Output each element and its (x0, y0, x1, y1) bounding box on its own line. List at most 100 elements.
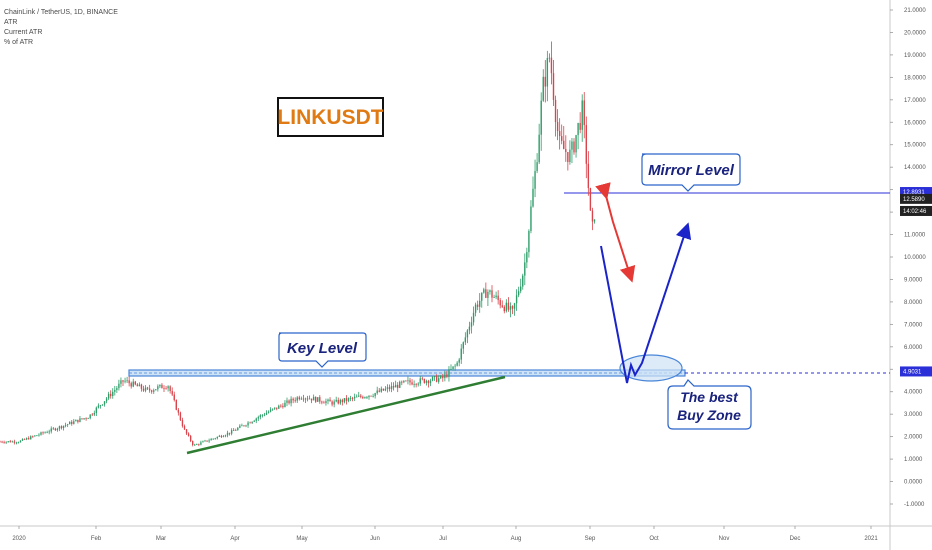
candle-body (183, 426, 186, 430)
candle-body (524, 262, 526, 276)
candle-body (292, 398, 294, 401)
candle-body (189, 435, 192, 442)
candle-body (548, 57, 551, 59)
candle-body (399, 381, 401, 388)
candle-body (247, 422, 249, 426)
candle-body (366, 397, 368, 398)
y-tick-label: 19.0000 (904, 53, 926, 59)
candle-body (56, 428, 59, 431)
candle-body (413, 384, 415, 385)
candle-body (380, 388, 382, 392)
candle-body (112, 391, 114, 397)
candle-body (290, 398, 292, 404)
candle-body (83, 418, 85, 420)
candle-body (214, 438, 216, 440)
candle-body (360, 395, 362, 397)
candle-body (15, 442, 18, 444)
candle-body (479, 300, 481, 307)
candle-body (216, 436, 218, 439)
candle-body (235, 430, 237, 431)
candle-body (347, 398, 350, 401)
candle-body (581, 100, 583, 130)
candle-body (249, 422, 251, 424)
y-tick-label: 2.0000 (904, 435, 923, 441)
candle-body (554, 99, 557, 123)
candle-body (358, 395, 360, 397)
y-tick-label: 15.0000 (904, 143, 926, 149)
candle-body (114, 389, 116, 392)
candle-body (255, 418, 257, 421)
candle-body (563, 140, 565, 150)
price-label: 14:02:46 (903, 209, 927, 215)
x-tick-label: Feb (91, 536, 102, 542)
candle-body (392, 386, 395, 388)
candle-body (46, 432, 48, 434)
candle-body (151, 390, 153, 392)
chart-header: ChainLink / TetherUS, 1D, BINANCE ATR Cu… (4, 9, 118, 46)
candle-body (435, 376, 438, 382)
candle-body (93, 412, 95, 415)
candle-body (241, 425, 243, 427)
candle-body (356, 396, 358, 398)
candle-body (71, 421, 73, 424)
candle-body (335, 399, 337, 402)
candle-body (210, 438, 212, 441)
candle-body (343, 398, 346, 403)
candle-body (0, 441, 1, 443)
candle-body (499, 300, 501, 306)
candle-body (130, 383, 132, 387)
price-label-box (900, 187, 932, 198)
candle-body (476, 304, 479, 307)
candle-body (308, 398, 311, 400)
candle-body (286, 400, 288, 403)
mirror-level-callout: Mirror Level (641, 153, 741, 192)
candle-body (450, 368, 452, 370)
candle-body (483, 289, 485, 293)
candle-body (474, 304, 477, 313)
candle-body (444, 374, 446, 379)
candle-body (386, 387, 389, 389)
buy-zone-label-1: The best (680, 389, 739, 405)
candle-body (501, 305, 503, 307)
candle-body (58, 426, 61, 429)
candle-body (75, 419, 77, 422)
candle-body (509, 306, 512, 310)
candle-body (280, 405, 282, 407)
candle-body (73, 421, 75, 424)
candle-body (458, 359, 460, 363)
candle-body (438, 378, 440, 382)
candle-body (481, 292, 483, 301)
candle-body (220, 435, 223, 438)
candle-body (298, 397, 300, 400)
key-level-label: Key Level (287, 340, 358, 357)
candle-body (120, 380, 122, 384)
indicator-atr: ATR (4, 19, 17, 26)
candle-body (267, 411, 270, 413)
candle-body (226, 432, 229, 436)
candle-body (319, 397, 321, 402)
candle-body (353, 396, 356, 399)
candle-body (200, 442, 202, 445)
y-tick-label: 4.0000 (904, 390, 923, 396)
candle-body (341, 399, 344, 403)
candle-body (23, 439, 26, 440)
y-tick-label: 6.0000 (904, 345, 923, 351)
candle-body (276, 407, 278, 409)
x-tick-label: Dec (790, 536, 801, 542)
candle-body (536, 162, 538, 172)
candle-body (163, 388, 165, 390)
candle-body (544, 76, 546, 87)
price-label: 4.9031 (903, 370, 922, 376)
candle-body (364, 397, 366, 399)
candle-body (302, 398, 305, 400)
candle-body (95, 407, 98, 413)
candle-body (274, 407, 276, 409)
candle-body (257, 417, 259, 419)
candle-body (411, 382, 413, 385)
candle-body (126, 380, 128, 382)
y-tick-label: 9.0000 (904, 277, 923, 283)
candle-body (306, 398, 309, 400)
candle-body (34, 435, 36, 437)
support-trendline (186, 375, 506, 455)
